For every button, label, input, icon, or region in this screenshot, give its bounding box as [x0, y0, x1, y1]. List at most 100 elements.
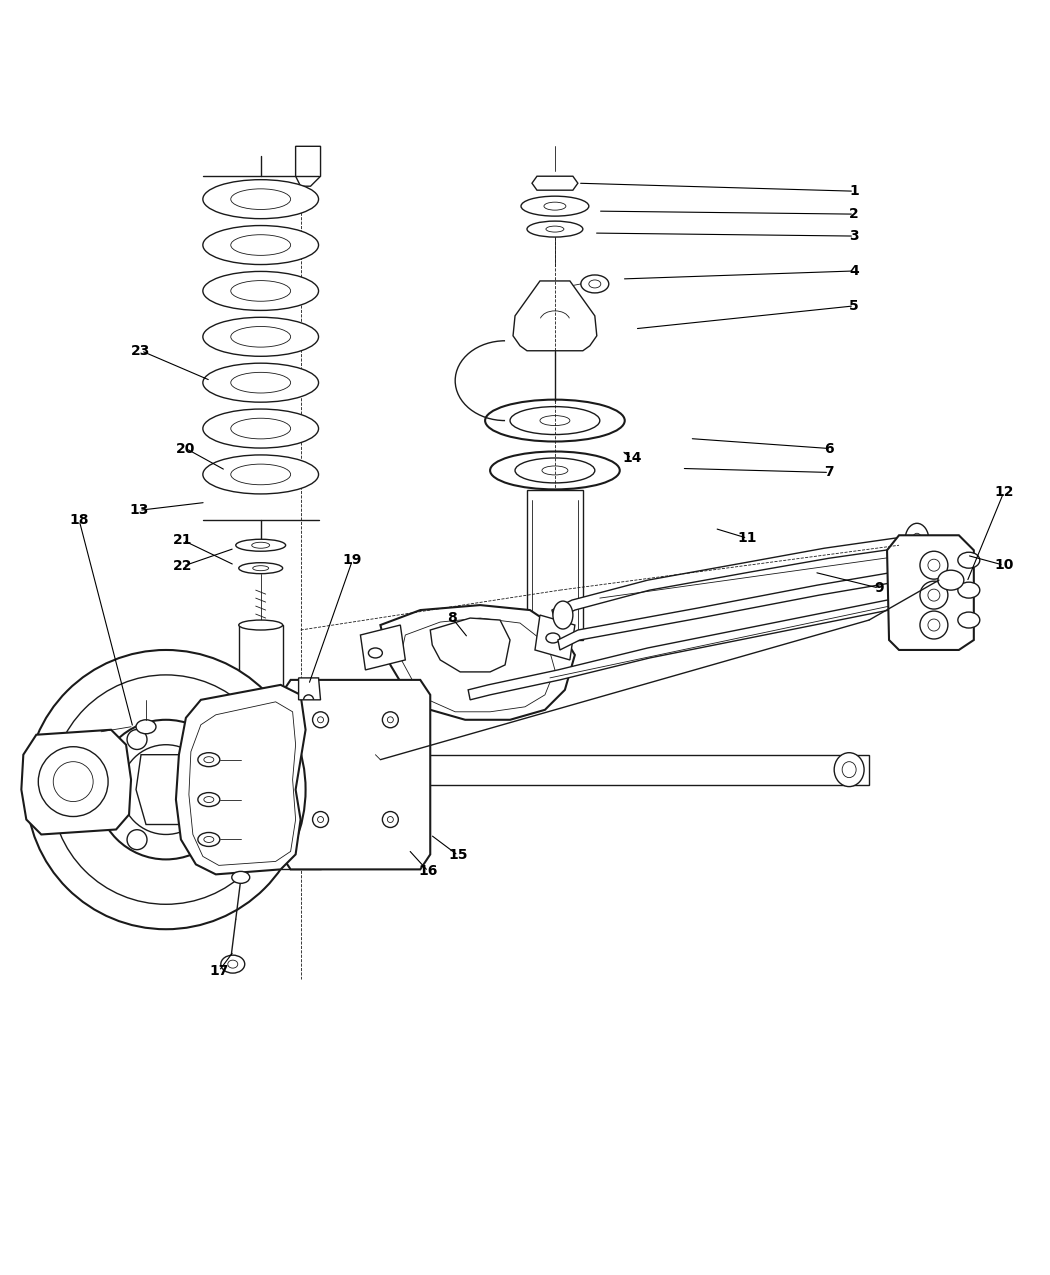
Ellipse shape [238, 620, 282, 630]
Ellipse shape [589, 280, 601, 288]
Polygon shape [345, 755, 869, 784]
Ellipse shape [231, 372, 291, 393]
Polygon shape [552, 536, 919, 620]
Polygon shape [298, 678, 320, 700]
Text: 22: 22 [173, 560, 192, 574]
Text: 1: 1 [849, 184, 859, 198]
Circle shape [121, 745, 211, 834]
Circle shape [920, 611, 948, 639]
Polygon shape [558, 564, 927, 650]
Circle shape [313, 711, 329, 728]
Text: 8: 8 [447, 611, 457, 625]
Polygon shape [887, 536, 973, 650]
Text: 4: 4 [849, 264, 859, 278]
Circle shape [51, 674, 280, 904]
Ellipse shape [203, 272, 318, 310]
Polygon shape [280, 834, 320, 870]
Circle shape [127, 830, 147, 849]
Polygon shape [534, 615, 574, 660]
Text: 3: 3 [849, 230, 859, 244]
Ellipse shape [369, 648, 382, 658]
Ellipse shape [938, 570, 964, 590]
Ellipse shape [238, 562, 282, 574]
Ellipse shape [220, 955, 245, 973]
Ellipse shape [521, 196, 589, 217]
Ellipse shape [197, 793, 219, 807]
Ellipse shape [915, 578, 939, 611]
Ellipse shape [203, 180, 318, 218]
Circle shape [313, 812, 329, 827]
Polygon shape [527, 491, 583, 640]
Polygon shape [176, 685, 306, 875]
Circle shape [928, 560, 940, 571]
Circle shape [920, 581, 948, 609]
Ellipse shape [136, 720, 156, 733]
Text: 6: 6 [824, 441, 834, 455]
Ellipse shape [546, 226, 564, 232]
Ellipse shape [544, 203, 566, 210]
Text: 13: 13 [129, 504, 149, 518]
Ellipse shape [905, 523, 929, 557]
Ellipse shape [231, 418, 291, 439]
Ellipse shape [231, 189, 291, 209]
Text: 20: 20 [176, 441, 195, 455]
Ellipse shape [231, 280, 291, 301]
Ellipse shape [232, 871, 250, 884]
Text: 11: 11 [738, 532, 757, 546]
Circle shape [97, 720, 236, 859]
Ellipse shape [231, 235, 291, 255]
Circle shape [317, 717, 323, 723]
Polygon shape [513, 280, 596, 351]
Polygon shape [360, 625, 405, 669]
Ellipse shape [203, 317, 318, 356]
Ellipse shape [834, 752, 864, 787]
Ellipse shape [958, 552, 980, 569]
Ellipse shape [252, 542, 270, 548]
Polygon shape [21, 729, 131, 834]
Ellipse shape [842, 761, 856, 778]
Ellipse shape [204, 797, 214, 802]
Ellipse shape [231, 326, 291, 347]
Circle shape [387, 816, 394, 822]
Ellipse shape [231, 464, 291, 484]
Ellipse shape [197, 752, 219, 766]
Ellipse shape [958, 612, 980, 629]
Text: 7: 7 [824, 465, 834, 479]
Text: 17: 17 [209, 964, 229, 978]
Ellipse shape [238, 724, 282, 734]
Text: 2: 2 [849, 207, 859, 221]
Ellipse shape [236, 539, 286, 551]
Ellipse shape [485, 399, 625, 441]
Circle shape [387, 717, 394, 723]
Ellipse shape [490, 451, 620, 490]
Ellipse shape [540, 416, 570, 426]
Circle shape [98, 779, 118, 799]
Polygon shape [380, 606, 574, 720]
Text: 12: 12 [994, 486, 1013, 500]
Ellipse shape [510, 407, 600, 435]
Ellipse shape [912, 533, 922, 547]
Ellipse shape [527, 221, 583, 237]
Circle shape [127, 729, 147, 750]
Ellipse shape [581, 275, 609, 293]
Ellipse shape [542, 465, 568, 474]
Ellipse shape [360, 752, 391, 787]
Polygon shape [136, 755, 196, 825]
Circle shape [214, 779, 234, 799]
Text: 16: 16 [419, 864, 438, 878]
Ellipse shape [204, 836, 214, 843]
Ellipse shape [369, 761, 382, 778]
Circle shape [928, 620, 940, 631]
Ellipse shape [516, 458, 594, 483]
Ellipse shape [253, 566, 269, 571]
Text: 18: 18 [69, 514, 89, 528]
Text: 19: 19 [342, 553, 362, 567]
Circle shape [382, 711, 398, 728]
Ellipse shape [203, 409, 318, 448]
Circle shape [185, 830, 205, 849]
Ellipse shape [922, 586, 932, 601]
Text: 15: 15 [448, 848, 468, 862]
Circle shape [928, 589, 940, 601]
Ellipse shape [228, 960, 237, 968]
Circle shape [185, 729, 205, 750]
